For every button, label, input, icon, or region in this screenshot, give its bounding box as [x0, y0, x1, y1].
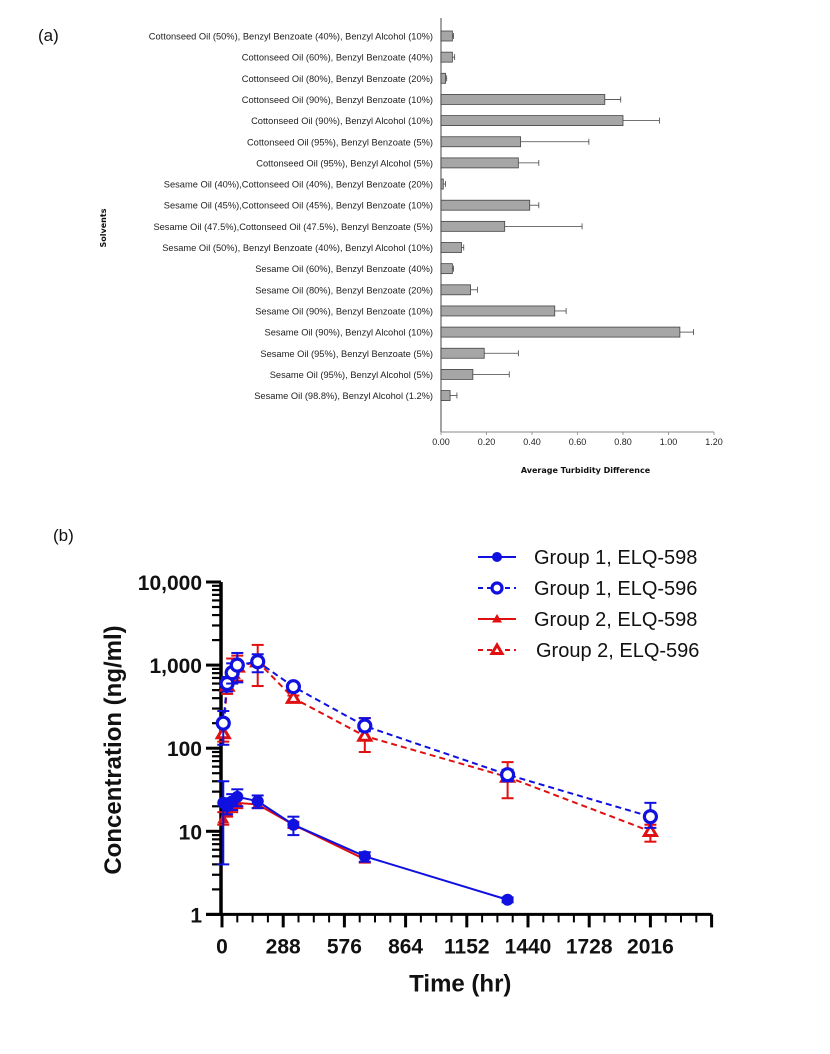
y-axis-title: Solvents [99, 208, 108, 247]
marker-filled-circle [251, 795, 264, 808]
marker-open-circle [285, 679, 301, 695]
marker-filled-circle [231, 790, 244, 803]
x-tick-label: 288 [266, 935, 301, 958]
x-tick-label: 1728 [566, 935, 613, 958]
panel-a-label: (a) [38, 26, 59, 45]
legend-label: Group 1, ELQ-596 [534, 578, 697, 600]
marker-open-triangle [641, 822, 660, 837]
series-line [222, 795, 508, 901]
category-label: Sesame Oil (90%), Benzyl Benzoate (10%) [255, 306, 433, 316]
x-tick-label: 1152 [444, 935, 490, 958]
category-label: Cottonseed Oil (90%), Benzyl Alcohol (10… [251, 116, 433, 126]
category-label: Sesame Oil (45%),Cottonseed Oil (45%), B… [164, 201, 433, 211]
category-label: Cottonseed Oil (95%), Benzyl Benzoate (5… [247, 137, 433, 147]
category-label: Sesame Oil (95%), Benzyl Alcohol (5%) [270, 370, 433, 380]
category-label: Sesame Oil (47.5%),Cottonseed Oil (47.5%… [153, 222, 433, 232]
category-label: Sesame Oil (95%), Benzyl Benzoate (5%) [260, 349, 433, 359]
marker-open-circle [490, 581, 504, 595]
turbidity-bar-chart: Cottonseed Oil (50%), Benzyl Benzoate (4… [99, 18, 723, 475]
marker-filled-circle [358, 850, 371, 863]
marker-open-circle [229, 657, 245, 673]
x-tick-label: 0 [216, 935, 228, 958]
category-label: Sesame Oil (40%),Cottonseed Oil (40%), B… [164, 180, 433, 190]
series-group-1-elq-598 [217, 780, 514, 906]
x-tick-label: 0.20 [478, 437, 496, 447]
y-tick-label: 100 [167, 738, 202, 761]
series-group-1-elq-596 [215, 651, 659, 829]
marker-open-circle [642, 809, 659, 825]
x-tick-label: 1.20 [705, 437, 723, 447]
marker-open-circle [357, 718, 373, 734]
marker-filled-triangle [492, 614, 502, 623]
x-tick-label: 0.00 [432, 437, 450, 447]
marker-filled-circle [492, 552, 502, 562]
y-tick-label: 10 [179, 821, 202, 844]
category-label: Sesame Oil (90%), Benzyl Alcohol (10%) [265, 328, 433, 338]
y-tick-label: 1,000 [149, 655, 202, 678]
marker-open-triangle [356, 727, 374, 742]
category-label: Sesame Oil (60%), Benzyl Benzoate (40%) [255, 264, 433, 274]
x-tick-label: 864 [388, 935, 423, 958]
category-label: Cottonseed Oil (80%), Benzyl Benzoate (2… [242, 74, 433, 84]
marker-open-circle [500, 767, 516, 783]
category-label: Sesame Oil (80%), Benzyl Benzoate (20%) [255, 285, 433, 295]
x-tick-label: 0.80 [614, 437, 632, 447]
x-tick-label: 576 [327, 935, 362, 958]
marker-filled-circle [287, 818, 300, 831]
x-tick-label: 2016 [627, 935, 674, 958]
x-tick-label: 0.40 [523, 437, 541, 447]
x-axis-title: Time (hr) [409, 970, 511, 997]
x-tick-label: 1.00 [660, 437, 678, 447]
marker-open-circle [215, 715, 231, 731]
marker-filled-circle [501, 893, 514, 906]
x-axis-title: Average Turbidity Difference [521, 466, 651, 475]
y-axis-title: Concentration (ng/ml) [100, 625, 127, 874]
category-label: Cottonseed Oil (60%), Benzyl Benzoate (4… [242, 53, 433, 63]
y-tick-label: 1 [190, 904, 202, 927]
marker-open-triangle [284, 689, 303, 704]
category-label: Sesame Oil (98.8%), Benzyl Alcohol (1.2%… [254, 391, 433, 401]
x-tick-label: 0.60 [569, 437, 587, 447]
x-tick-label: 1440 [505, 935, 552, 958]
marker-open-triangle [489, 642, 505, 655]
legend-label: Group 2, ELQ-596 [536, 640, 699, 662]
marker-open-circle [250, 654, 266, 670]
legend-label: Group 2, ELQ-598 [534, 609, 697, 631]
series-group-2-elq-596 [214, 643, 660, 843]
legend-label: Group 1, ELQ-598 [534, 547, 697, 569]
category-label: Sesame Oil (50%), Benzyl Benzoate (40%),… [162, 243, 433, 253]
y-tick-label: 10,000 [138, 572, 202, 595]
panel-b-label: (b) [53, 526, 74, 545]
category-label: Cottonseed Oil (50%), Benzyl Benzoate (4… [149, 32, 433, 42]
category-label: Cottonseed Oil (90%), Benzyl Benzoate (1… [242, 95, 433, 105]
category-label: Cottonseed Oil (95%), Benzyl Alcohol (5%… [256, 158, 433, 168]
